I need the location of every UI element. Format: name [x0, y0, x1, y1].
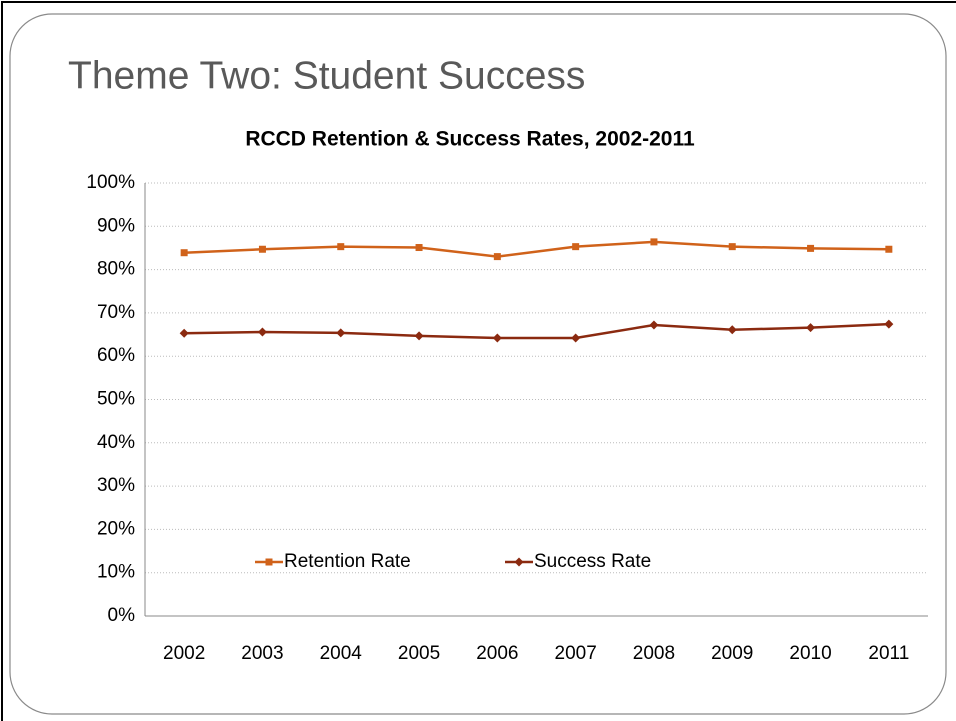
y-tick-label: 30% — [97, 475, 135, 496]
marker — [265, 558, 273, 566]
y-tick-label: 20% — [97, 518, 135, 539]
marker — [514, 557, 524, 567]
legend-label: Success Rate — [534, 551, 651, 572]
y-tick-label: 40% — [97, 432, 135, 453]
marker — [258, 245, 266, 253]
marker — [649, 320, 659, 330]
marker — [650, 238, 658, 246]
marker — [884, 319, 894, 329]
y-tick-label: 80% — [97, 259, 135, 280]
series-line — [184, 240, 889, 258]
marker — [571, 333, 581, 343]
marker — [727, 325, 737, 335]
y-tick-label: 10% — [97, 562, 135, 583]
marker — [492, 333, 502, 343]
marker — [493, 253, 501, 261]
marker — [414, 331, 424, 341]
y-tick-label: 70% — [97, 302, 135, 323]
y-tick-label: 60% — [97, 345, 135, 366]
chart-title: RCCD Retention & Success Rates, 2002-201… — [245, 128, 695, 151]
y-tick-label: 90% — [97, 215, 135, 236]
marker — [807, 244, 815, 252]
marker — [415, 244, 423, 252]
y-tick-label: 50% — [97, 389, 135, 410]
x-tick-label: 2007 — [555, 643, 597, 664]
marker — [336, 328, 346, 338]
x-tick-label: 2004 — [320, 643, 363, 664]
marker — [180, 249, 188, 257]
marker — [337, 243, 345, 251]
x-tick-label: 2003 — [241, 643, 283, 664]
marker — [806, 323, 816, 333]
x-tick-label: 2010 — [789, 643, 831, 664]
y-tick-label: 0% — [108, 605, 136, 626]
marker — [179, 328, 189, 338]
slide-border — [9, 13, 947, 715]
legend-label: Retention Rate — [284, 551, 411, 572]
marker — [728, 243, 736, 251]
marker — [885, 245, 893, 253]
x-tick-label: 2002 — [163, 643, 205, 664]
marker — [572, 243, 580, 251]
heading: Theme Two: Student Success — [68, 54, 585, 97]
x-tick-label: 2008 — [633, 643, 675, 664]
series-line — [184, 322, 889, 340]
x-tick-label: 2009 — [711, 643, 753, 664]
y-tick-label: 100% — [86, 172, 135, 193]
marker — [257, 327, 267, 337]
x-tick-label: 2006 — [476, 643, 518, 664]
x-tick-label: 2011 — [868, 643, 909, 664]
x-tick-label: 2005 — [398, 643, 440, 664]
